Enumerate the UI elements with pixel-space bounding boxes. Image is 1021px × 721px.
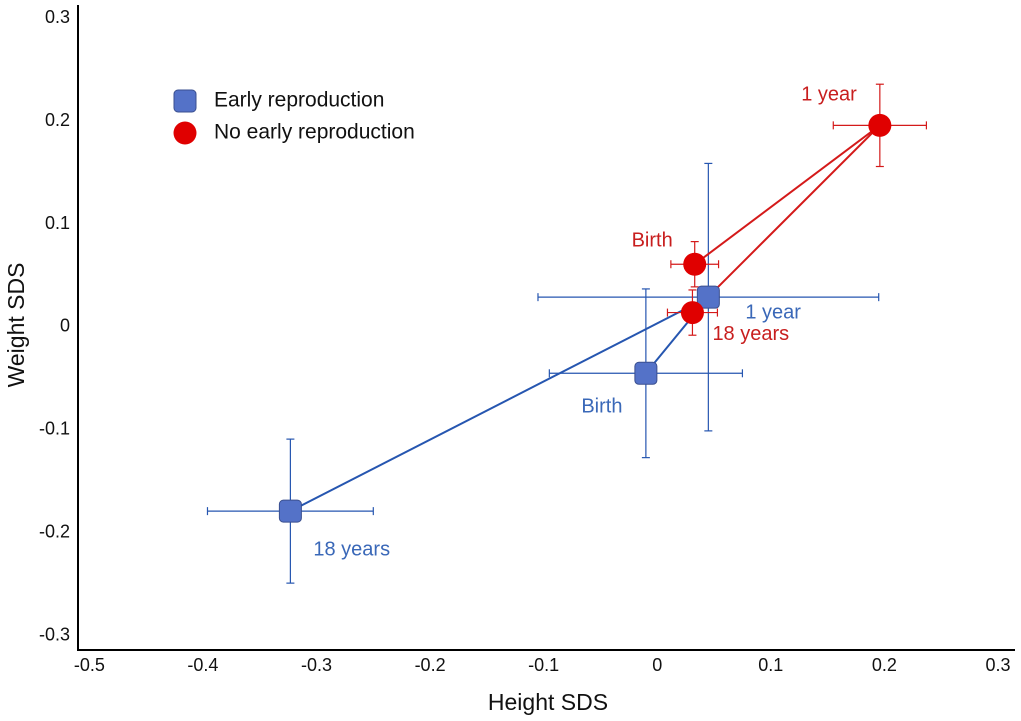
y-tick-label: 0: [60, 316, 70, 336]
point-label: 18 years: [313, 538, 390, 560]
series-line: [691, 124, 881, 314]
point-label: 18 years: [712, 323, 789, 345]
point-label: 1 year: [745, 301, 801, 323]
y-tick-label: -0.1: [39, 419, 70, 439]
point-label: Birth: [632, 230, 673, 252]
legend-marker: [173, 121, 197, 145]
point: [683, 252, 707, 276]
y-tick-label: -0.3: [39, 624, 70, 644]
x-tick-label: 0.3: [985, 655, 1010, 675]
point: [634, 361, 658, 385]
point-label: 1 year: [801, 84, 857, 106]
point: [278, 499, 302, 523]
x-tick-label: -0.3: [301, 655, 332, 675]
x-axis-title: Height SDS: [488, 689, 608, 715]
x-tick-label: -0.2: [415, 655, 446, 675]
y-tick-label: -0.2: [39, 521, 70, 541]
y-axis-title: Weight SDS: [3, 263, 29, 388]
point: [868, 113, 892, 137]
legend-label: No early reproduction: [214, 121, 415, 144]
point: [680, 301, 704, 325]
point: [696, 285, 720, 309]
x-tick-label: -0.5: [74, 655, 105, 675]
legend-label: Early reproduction: [214, 89, 384, 112]
x-tick-label: 0: [652, 655, 662, 675]
y-tick-label: 0.3: [45, 7, 70, 27]
y-tick-label: 0.2: [45, 110, 70, 130]
y-tick-label: 0.1: [45, 213, 70, 233]
x-tick-label: -0.1: [528, 655, 559, 675]
x-tick-label: -0.4: [187, 655, 218, 675]
x-tick-label: 0.2: [872, 655, 897, 675]
point-label: Birth: [581, 396, 622, 418]
x-tick-label: 0.1: [758, 655, 783, 675]
legend-marker: [173, 89, 197, 113]
